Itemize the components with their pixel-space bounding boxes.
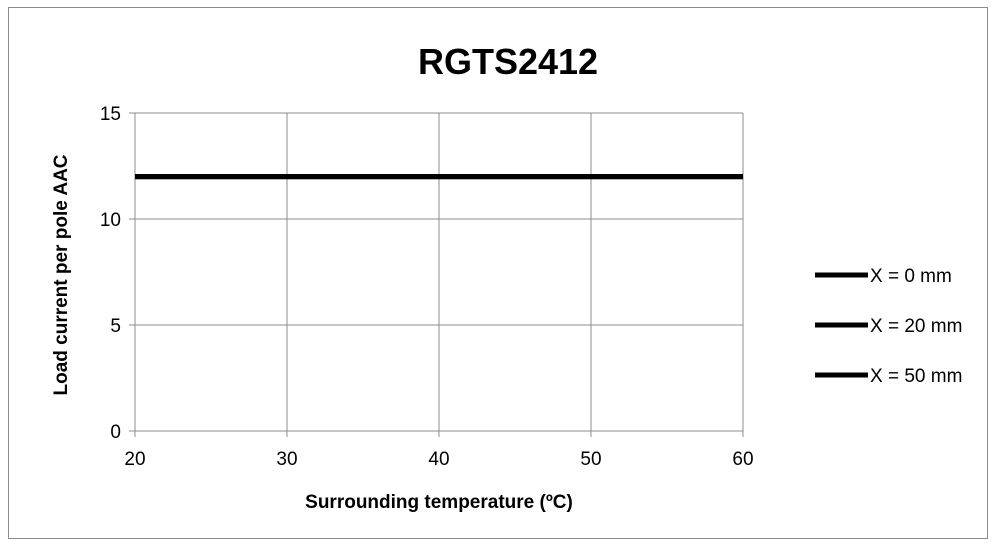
- grid: [134, 112, 744, 432]
- legend: X = 0 mm X = 20 mm X = 50 mm: [815, 266, 962, 387]
- chart-title: RGTS2412: [418, 41, 598, 82]
- y-tick-label: 5: [110, 316, 121, 337]
- x-axis-title: Surrounding temperature (ºC): [305, 492, 573, 513]
- x-tick-label: 60: [732, 449, 753, 470]
- x-tick-label: 20: [124, 449, 145, 470]
- legend-label: X = 50 mm: [870, 366, 962, 387]
- axes: [129, 112, 744, 437]
- y-tick-label: 0: [110, 422, 121, 443]
- x-tick-label: 40: [428, 449, 449, 470]
- x-tick-labels: 20 30 40 50 60: [124, 449, 753, 470]
- legend-label: X = 20 mm: [870, 316, 962, 337]
- y-tick-labels: 0 5 10 15: [100, 104, 121, 443]
- y-tick-label: 15: [100, 104, 121, 125]
- x-tick-label: 50: [580, 449, 601, 470]
- y-axis-title: Load current per pole AAC: [51, 154, 72, 395]
- y-tick-label: 10: [100, 210, 121, 231]
- legend-label: X = 0 mm: [870, 266, 952, 287]
- x-tick-label: 30: [276, 449, 297, 470]
